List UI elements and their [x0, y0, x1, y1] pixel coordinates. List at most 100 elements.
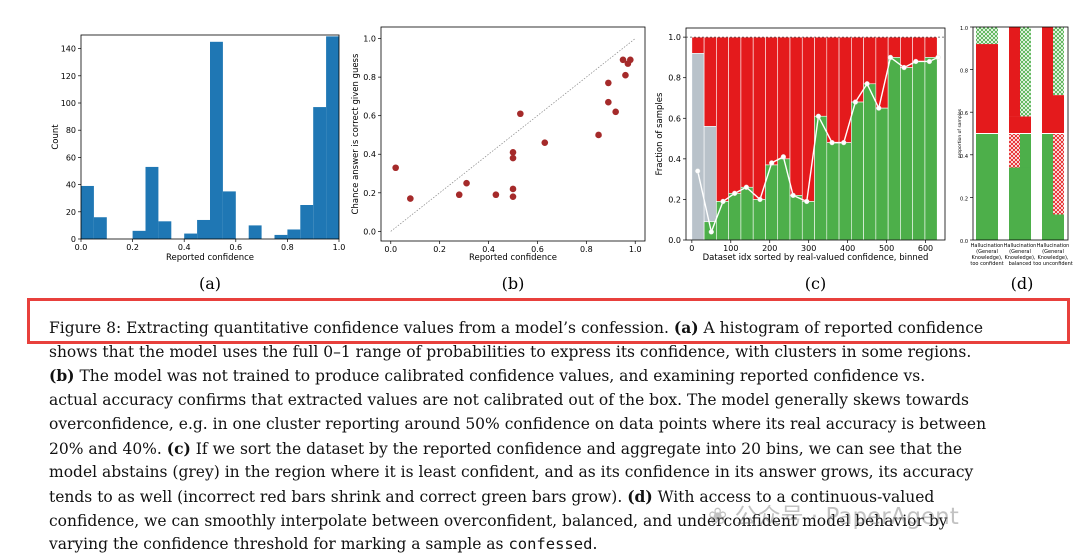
d-category-label: Knowledge), [1037, 255, 1068, 261]
incorrect-bar [838, 36, 852, 143]
axes-frame [80, 34, 340, 240]
caption-line-5: overconfidence, e.g. in one cluster repo… [49, 413, 1073, 437]
figure-8: 0 20 40 60 80 100 120 140 0.0 0.2 0.4 0.6 0.8 1.0 Repo… [51, 26, 1073, 293]
d-ytick-label: 1.0 [960, 26, 968, 32]
correct-bar [752, 199, 766, 241]
correct-bar [777, 158, 791, 241]
c-xtick-label: 0 [689, 244, 694, 253]
histogram-bar [197, 219, 210, 239]
calibration-diagonal [390, 38, 636, 232]
accuracy-point [720, 198, 726, 205]
d-category-label: (General [976, 249, 998, 255]
d-ylabel: proportion of samples [957, 108, 963, 158]
caption-segment: shows that the model uses the full 0–1 r… [49, 342, 972, 361]
caption-segment: overconfidence, e.g. in one cluster repo… [49, 414, 987, 433]
caption-line-7: model abstains (grey) in the region wher… [49, 461, 1073, 485]
caption-segment: . [592, 535, 598, 554]
caption-segment: (b) [49, 366, 75, 386]
caption-line-8: tends to as well (incorrect red bars shr… [49, 485, 1073, 510]
highlight-box [27, 298, 1070, 344]
incorrect-bar [703, 36, 717, 127]
a-ytick-label: 0 [71, 235, 76, 244]
accuracy-point [887, 54, 894, 61]
histogram-bar [210, 41, 223, 239]
caption-segment: tends to as well (incorrect red bars shr… [49, 487, 628, 506]
histogram-bar [222, 191, 236, 239]
c-xtick-label: 100 [723, 244, 738, 253]
accuracy-point [901, 64, 907, 71]
histogram-bar [274, 234, 288, 239]
d-panel-label: (d) [1011, 274, 1034, 293]
accuracy-point [790, 192, 796, 198]
accuracy-point [757, 196, 763, 203]
incorrect-segment [1042, 27, 1053, 134]
scatter-point [605, 98, 612, 106]
a-xtick-label: 0.4 [178, 243, 191, 252]
histogram-bar [300, 205, 314, 239]
figure-caption: Figure 8: Extracting quantitative confid… [49, 316, 1073, 557]
scatter-point [492, 191, 500, 199]
correct-bar [863, 83, 877, 241]
b-ytick-label: 0.6 [363, 112, 376, 121]
b-ylabel: Chance answer is correct given guess [351, 53, 361, 214]
caption-line-4: actual accuracy confirms that extracted … [49, 389, 1073, 413]
scatter-point [509, 193, 517, 200]
incorrect-bar [740, 36, 754, 188]
d-category-label: too confident [970, 261, 1003, 267]
caption-line-10: varying the confidence threshold for mar… [49, 533, 1073, 557]
d-ytick-label: 0.2 [960, 196, 968, 202]
accuracy-point [780, 154, 786, 160]
caption-line-6: 20% and 40%. (c) If we sort the dataset … [49, 437, 1073, 462]
histogram-bar [132, 230, 146, 239]
b-panel-label: (b) [502, 274, 525, 293]
correct-hatched-segment [1053, 27, 1064, 96]
c-ytick-label: 0.8 [668, 74, 681, 83]
correct-hatched-segment [976, 27, 998, 45]
accuracy-point [695, 168, 701, 174]
histogram-bar [248, 225, 262, 239]
c-xtick-label: 200 [762, 244, 777, 253]
histogram-bar [184, 233, 198, 239]
caption-line-9: confidence, we can smoothly interpolate … [49, 510, 1073, 534]
c-xtick-label: 500 [879, 244, 894, 253]
accuracy-point [852, 99, 859, 105]
correct-bar [801, 201, 815, 241]
a-xtick-label: 0.8 [281, 243, 294, 252]
scatter-point [463, 179, 470, 187]
accuracy-point [864, 81, 870, 87]
incorrect-bar [814, 36, 828, 117]
b-ytick-label: 0.2 [363, 189, 376, 198]
caption-segment: (c) [166, 438, 191, 458]
incorrect-segment [1009, 27, 1020, 117]
b-xtick-label: 0.2 [433, 245, 446, 254]
histogram-bar [81, 185, 94, 239]
caption-line-3: (b) The model was not trained to produce… [49, 364, 1073, 389]
histogram-bar [326, 36, 339, 239]
a-xtick-label: 0.0 [75, 243, 88, 252]
b-ytick-label: 1.0 [363, 35, 376, 44]
caption-segment: actual accuracy confirms that extracted … [49, 391, 969, 410]
c-xtick-label: 600 [918, 244, 933, 253]
accuracy-point [732, 190, 738, 196]
c-xlabel: Dataset idx sorted by real-valued confid… [703, 253, 929, 263]
accuracy-point [935, 54, 941, 61]
caption-segment: Figure 8: Extracting quantitative confid… [49, 319, 674, 337]
abstain-bar [691, 53, 705, 241]
c-xtick-label: 300 [801, 244, 816, 253]
a-ytick-label: 80 [66, 126, 76, 135]
a-ytick-label: 100 [61, 99, 76, 108]
incorrect-segment [1053, 95, 1064, 134]
caption-segment: confidence, we can smoothly interpolate … [49, 511, 948, 530]
correct-bar [924, 57, 938, 241]
accuracy-point [829, 140, 835, 146]
histogram-bar [287, 229, 301, 239]
incorrect-bar [912, 36, 926, 62]
a-ytick-label: 60 [66, 153, 76, 162]
scatter-point [627, 56, 634, 64]
b-xlabel: Reported confidence [469, 253, 557, 263]
incorrect-bar [691, 36, 705, 54]
incorrect-bar [752, 36, 766, 200]
d-category-label: Knowledge), [1004, 255, 1035, 261]
accuracy-point [708, 229, 714, 235]
histogram-bar [158, 221, 172, 239]
